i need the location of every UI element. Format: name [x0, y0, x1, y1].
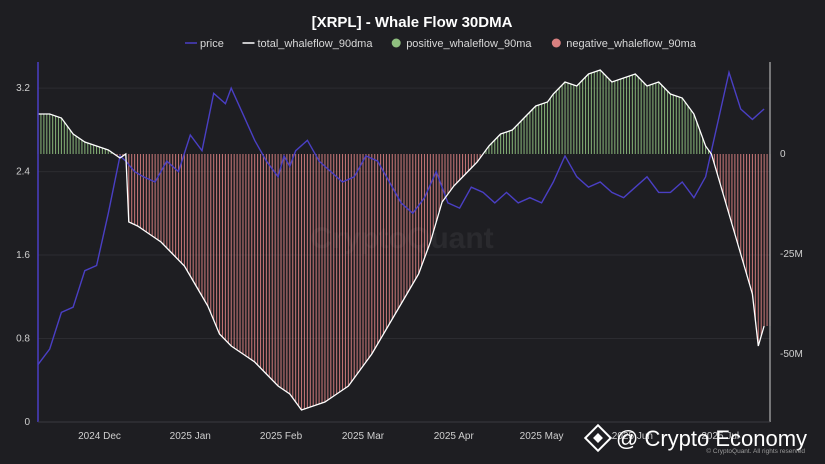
- left-tick-label: 1.6: [16, 250, 30, 261]
- x-axis-ticks: 2024 Dec 2025 Jan 2025 Feb 2025 Mar 2025 Apr…: [78, 431, 739, 442]
- total-whaleflow-line: [38, 69, 765, 411]
- right-tick-label: -50M: [780, 349, 803, 360]
- right-tick-label: -25M: [780, 249, 803, 260]
- legend-item-positive-whaleflow-90ma[interactable]: positive_whaleflow_90ma: [391, 38, 533, 50]
- chart-legend: price total_whaleflow_90dma positive_whale…: [185, 38, 697, 50]
- left-tick-label: 0.8: [16, 334, 30, 345]
- x-tick-label: 2025 Jul: [701, 431, 739, 442]
- x-tick-label: 2025 Jun: [612, 431, 653, 442]
- legend-label: price: [200, 38, 224, 50]
- x-tick-label: 2025 Feb: [260, 431, 303, 442]
- legend-label: positive_whaleflow_90ma: [406, 38, 532, 50]
- axes: [37, 62, 771, 423]
- brand-watermark: @ Crypto Economy © CryptoQuant. All righ…: [583, 423, 807, 455]
- series-lines: [37, 69, 765, 411]
- legend-item-total-whaleflow-90dma[interactable]: total_whaleflow_90dma: [242, 38, 374, 50]
- x-tick-label: 2025 Mar: [342, 431, 385, 442]
- legend-label: total_whaleflow_90dma: [258, 38, 374, 50]
- whaleflow-bars: [37, 70, 771, 410]
- diamond-logo-icon: [583, 423, 613, 453]
- left-tick-label: 2.4: [16, 167, 30, 178]
- x-tick-label: 2025 Jan: [170, 431, 211, 442]
- copyright-text: © CryptoQuant. All rights reserved: [706, 447, 805, 455]
- brand-text: @ Crypto Economy: [616, 426, 807, 451]
- legend-swatch: [391, 38, 401, 48]
- right-axis-ticks: 0 -25M -50M: [780, 149, 803, 360]
- legend-swatch: [551, 38, 561, 48]
- right-tick-label: 0: [780, 149, 786, 160]
- left-tick-label: 3.2: [16, 83, 30, 94]
- legend-item-price[interactable]: price: [185, 38, 224, 50]
- faint-watermark: CryptoQuant: [310, 222, 493, 255]
- price-line: [37, 69, 765, 366]
- x-tick-label: 2025 Apr: [434, 431, 475, 442]
- legend-item-negative-whaleflow-90ma[interactable]: negative_whaleflow_90ma: [551, 38, 697, 50]
- x-tick-label: 2025 May: [520, 431, 564, 442]
- left-axis-ticks: 0 0.8 1.6 2.4 3.2: [16, 83, 30, 428]
- chart-title: [XRPL] - Whale Flow 30DMA: [312, 14, 513, 31]
- left-tick-label: 0: [24, 417, 30, 428]
- x-tick-label: 2024 Dec: [78, 431, 121, 442]
- legend-label: negative_whaleflow_90ma: [566, 38, 697, 50]
